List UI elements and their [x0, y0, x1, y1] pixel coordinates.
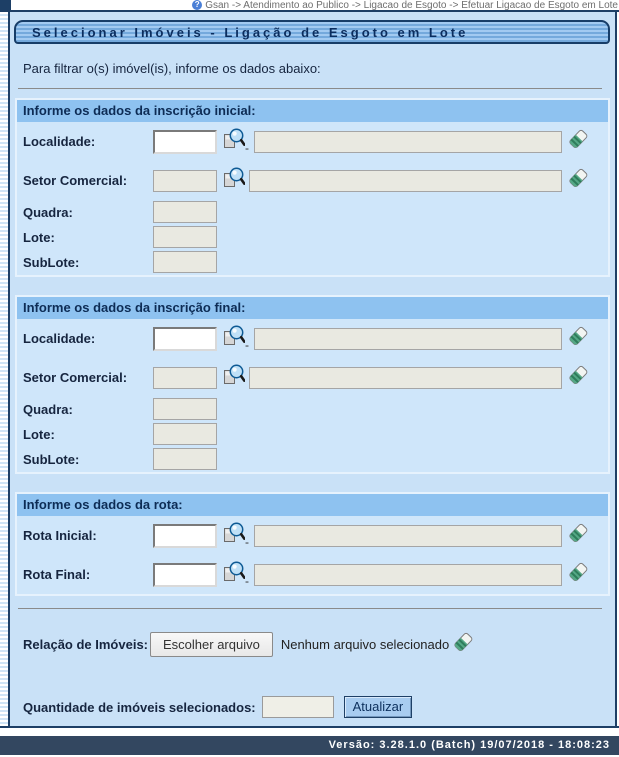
rota-final-input[interactable]: [153, 562, 217, 587]
search-icon[interactable]: [223, 127, 246, 156]
field-label: SubLote:: [23, 451, 80, 467]
localidade-inicial-descricao: [254, 130, 562, 153]
rota-inicial-descricao: [254, 524, 562, 547]
rota-final-descricao: [254, 563, 562, 586]
setor-comercial-final-input: [153, 366, 217, 389]
dash-text: -: [245, 535, 249, 549]
search-icon[interactable]: [223, 363, 246, 392]
intro-text: Para filtrar o(s) imóvel(is), informe os…: [23, 61, 321, 76]
breadcrumb-trail[interactable]: Gsan -> Atendimento ao Publico -> Ligaca…: [205, 0, 618, 11]
field-label: Rota Final:: [23, 567, 91, 582]
version-bar: Versão: 3.28.1.0 (Batch) 19/07/2018 - 18…: [0, 736, 619, 755]
field-label: Setor Comercial:: [23, 173, 128, 188]
dash-text: -: [245, 141, 249, 155]
rota-inicial-input[interactable]: [153, 523, 217, 548]
search-icon[interactable]: [223, 560, 246, 589]
eraser-icon[interactable]: [568, 325, 588, 352]
row-setor-final: Setor Comercial:: [17, 358, 608, 397]
search-icon[interactable]: [223, 166, 246, 195]
setor-comercial-inicial-input: [153, 169, 217, 192]
lote-final-input: [153, 423, 217, 445]
row-lote-inicial: Lote:: [17, 225, 608, 250]
dash-text: -: [245, 338, 249, 352]
row-localidade-inicial: Localidade: -: [17, 122, 608, 161]
choose-file-button[interactable]: Escolher arquivo: [150, 632, 273, 657]
section-header: Informe os dados da inscrição inicial:: [17, 100, 608, 122]
field-label: Relação de Imóveis:: [23, 637, 148, 652]
row-rota-inicial: Rota Inicial: -: [17, 516, 608, 555]
quadra-inicial-input: [153, 201, 217, 223]
file-status-text: Nenhum arquivo selecionado: [280, 637, 450, 652]
eraser-icon[interactable]: [568, 561, 588, 588]
localidade-inicial-input[interactable]: [153, 129, 217, 154]
search-icon[interactable]: [223, 324, 246, 353]
quantidade-input: [261, 696, 334, 718]
quantidade-row: Quantidade de imóveis selecionados: Atua…: [23, 696, 615, 718]
bottom-gap: [0, 728, 619, 736]
localidade-final-descricao: [254, 327, 562, 350]
field-label: SubLote:: [23, 254, 80, 270]
setor-comercial-final-descricao: [249, 366, 562, 389]
field-label: Quadra:: [23, 204, 73, 220]
row-sublote-inicial: SubLote:: [17, 250, 608, 275]
dash-text: -: [245, 574, 249, 588]
localidade-final-input[interactable]: [153, 326, 217, 351]
lote-inicial-input: [153, 226, 217, 248]
left-stripe-panel: [0, 12, 10, 726]
form-content: Selecionar Imóveis - Ligação de Esgoto e…: [10, 12, 617, 726]
field-label: Localidade:: [23, 134, 96, 149]
quadra-final-input: [153, 398, 217, 420]
eraser-icon[interactable]: [568, 522, 588, 549]
row-localidade-final: Localidade: -: [17, 319, 608, 358]
section-header: Informe os dados da inscrição final:: [17, 297, 608, 319]
frame-corner: [0, 0, 11, 11]
page-title: Selecionar Imóveis - Ligação de Esgoto e…: [14, 20, 610, 44]
help-icon: ?: [192, 0, 203, 10]
field-label: Localidade:: [23, 331, 96, 346]
row-lote-final: Lote:: [17, 422, 608, 447]
row-sublote-final: SubLote:: [17, 447, 608, 472]
row-rota-final: Rota Final: -: [17, 555, 608, 594]
section-rota: Informe os dados da rota: Rota Inicial: …: [15, 492, 610, 596]
eraser-icon[interactable]: [453, 631, 473, 658]
field-label: Lote:: [23, 426, 55, 442]
relacao-imoveis-row: Relação de Imóveis: Escolher arquivo Nen…: [23, 631, 615, 658]
breadcrumb-bar: ? Gsan -> Atendimento ao Publico -> Liga…: [0, 0, 619, 12]
field-label: Quantidade de imóveis selecionados:: [23, 699, 256, 715]
field-label: Quadra:: [23, 401, 73, 417]
window-frame: Selecionar Imóveis - Ligação de Esgoto e…: [0, 12, 619, 728]
separator: [18, 88, 602, 89]
breadcrumb: ? Gsan -> Atendimento ao Publico -> Liga…: [11, 0, 619, 11]
row-quadra-final: Quadra:: [17, 397, 608, 422]
atualizar-button[interactable]: Atualizar: [343, 696, 413, 718]
separator: [18, 608, 602, 609]
setor-comercial-inicial-descricao: [249, 169, 562, 192]
field-label: Rota Inicial:: [23, 528, 97, 543]
eraser-icon[interactable]: [568, 364, 588, 391]
sublote-inicial-input: [153, 251, 217, 273]
eraser-icon[interactable]: [568, 167, 588, 194]
section-inscricao-inicial: Informe os dados da inscrição inicial: L…: [15, 98, 610, 277]
section-header: Informe os dados da rota:: [17, 494, 608, 516]
field-label: Lote:: [23, 229, 55, 245]
row-quadra-inicial: Quadra:: [17, 200, 608, 225]
sublote-final-input: [153, 448, 217, 470]
section-inscricao-final: Informe os dados da inscrição final: Loc…: [15, 295, 610, 474]
search-icon[interactable]: [223, 521, 246, 550]
row-setor-inicial: Setor Comercial:: [17, 161, 608, 200]
field-label: Setor Comercial:: [23, 370, 128, 385]
eraser-icon[interactable]: [568, 128, 588, 155]
